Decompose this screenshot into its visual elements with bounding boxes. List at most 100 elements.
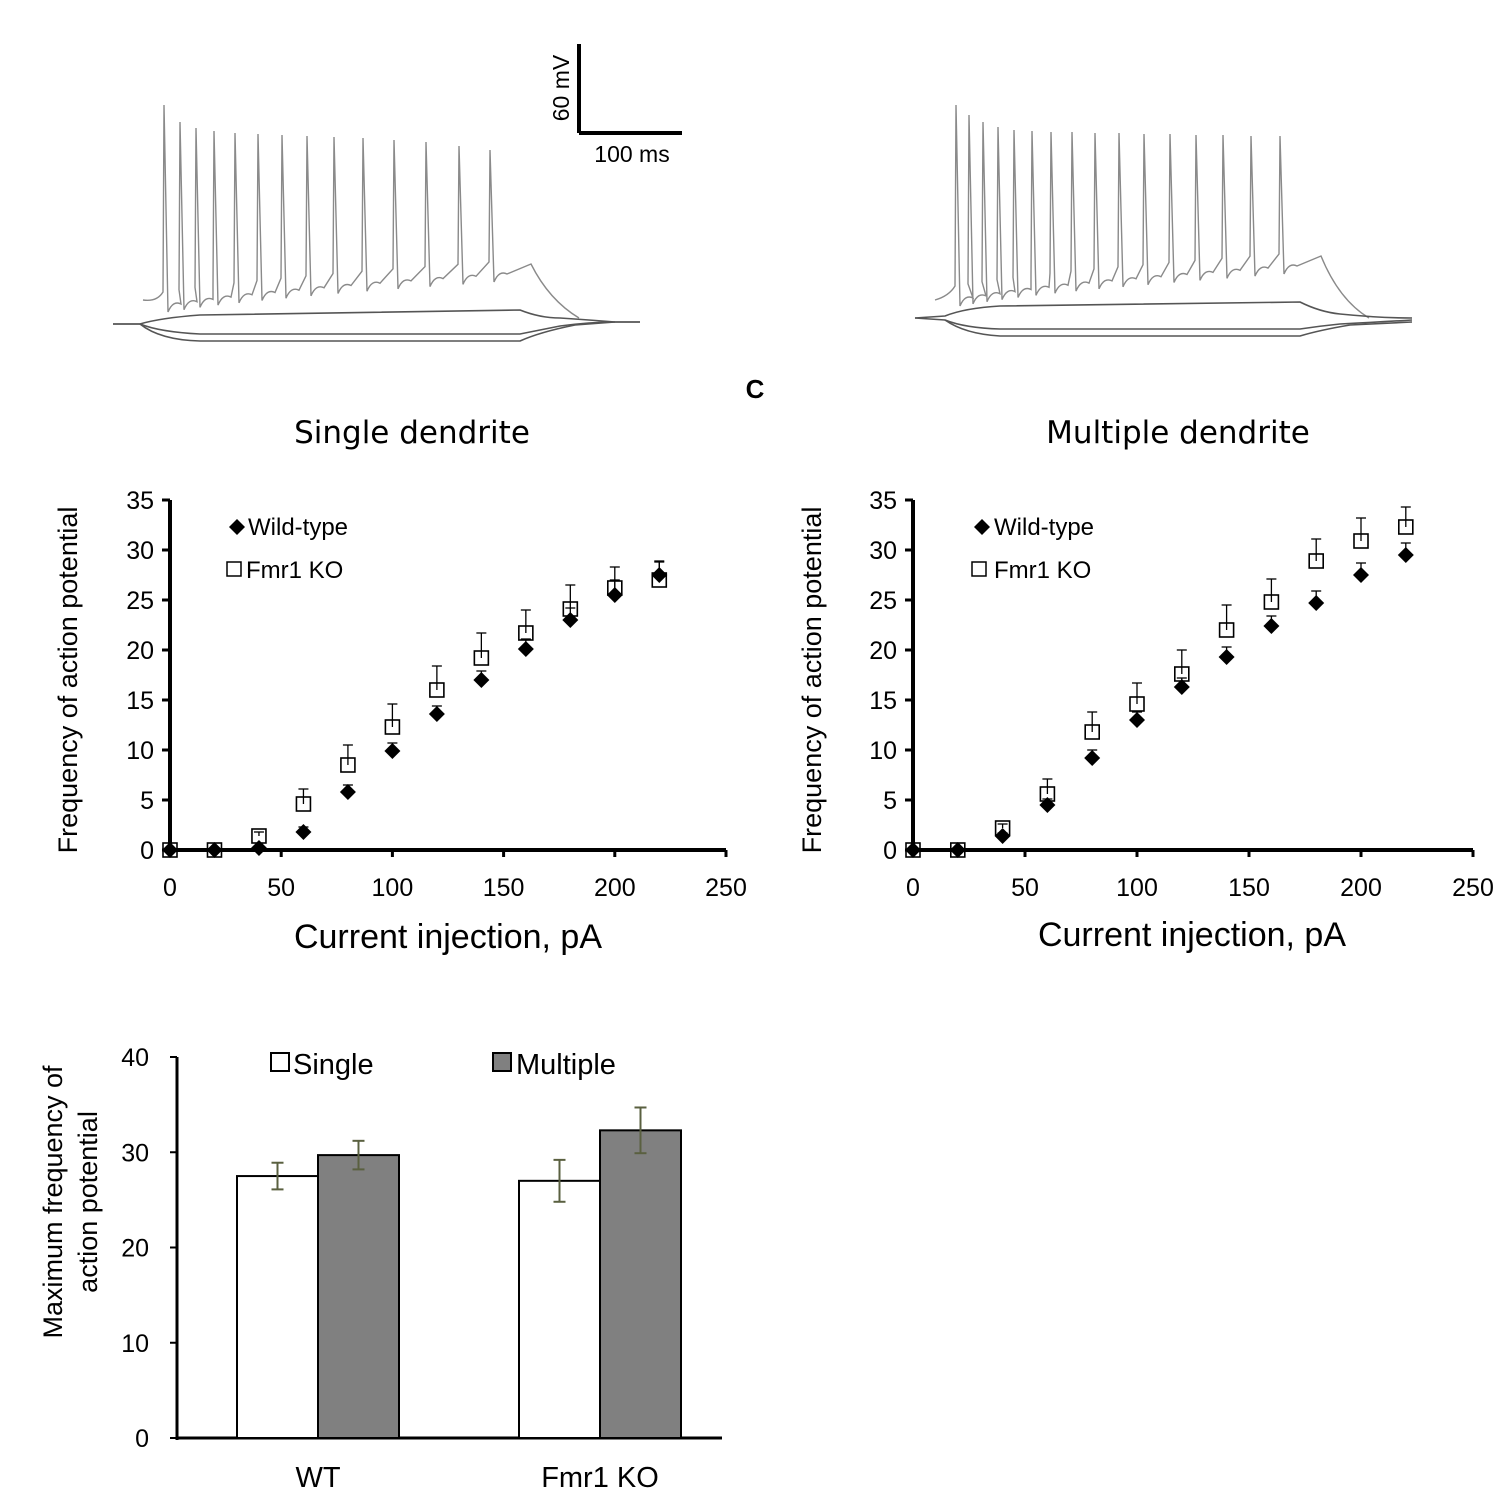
error-bar bbox=[1087, 711, 1098, 732]
legend-diamond-marker bbox=[229, 519, 245, 535]
x-tick-label: 250 bbox=[1452, 874, 1494, 902]
data-point-wild-type bbox=[162, 842, 178, 858]
error-bar bbox=[1176, 649, 1187, 674]
y-tick-label: 0 bbox=[883, 837, 897, 865]
data-point-wild-type bbox=[339, 784, 356, 800]
bar-single bbox=[518, 1179, 601, 1439]
legend-label-fmr1-ko: Fmr1 KO bbox=[246, 557, 343, 584]
y-tick-label: 0 bbox=[140, 837, 154, 865]
error-bar bbox=[565, 584, 576, 609]
data-point-fmr1-ko bbox=[1039, 786, 1056, 802]
y-tick-label: 30 bbox=[869, 537, 897, 565]
data-point-wild-type bbox=[1308, 595, 1325, 611]
data-point-wild-type bbox=[384, 743, 401, 759]
y-tick-label: 15 bbox=[126, 687, 154, 715]
legend-label-multiple: Multiple bbox=[516, 1049, 616, 1081]
bar-single bbox=[236, 1175, 319, 1439]
trace-single-dendrite bbox=[113, 104, 640, 342]
data-point-fmr1-ko bbox=[905, 842, 921, 858]
data-point-fmr1-ko bbox=[651, 572, 668, 588]
x-tick-label: 250 bbox=[705, 874, 747, 902]
data-point-fmr1-ko bbox=[606, 580, 623, 596]
bar-multiple bbox=[317, 1154, 400, 1440]
panel-label: C bbox=[746, 374, 765, 404]
data-point-fmr1-ko bbox=[429, 682, 445, 698]
data-point-fmr1-ko bbox=[1174, 666, 1190, 682]
y-tick-label: 5 bbox=[883, 787, 897, 815]
legend-swatch-multiple bbox=[492, 1052, 512, 1072]
y-axis-title: Frequency of action potential bbox=[53, 507, 83, 854]
x-tick-label: 200 bbox=[594, 874, 636, 902]
error-bar bbox=[271, 1161, 284, 1191]
y-tick-label: 15 bbox=[869, 687, 897, 715]
legend-square-marker bbox=[971, 561, 987, 577]
y-tick-label: 20 bbox=[126, 637, 154, 665]
data-point-wild-type bbox=[1263, 618, 1280, 634]
data-point-wild-type bbox=[1353, 567, 1369, 583]
data-point-fmr1-ko bbox=[1398, 519, 1414, 535]
y-tick-label: 30 bbox=[126, 537, 154, 565]
data-point-fmr1-ko bbox=[1084, 724, 1100, 740]
legend: Single Multiple bbox=[270, 1049, 616, 1081]
data-point-wild-type bbox=[473, 672, 490, 688]
x-axis-title: Current injection, pA bbox=[294, 918, 602, 956]
scale-bar-voltage-label: 60 mV bbox=[548, 54, 574, 121]
y-tick-label: 10 bbox=[869, 737, 897, 765]
y-tick-label: 5 bbox=[140, 787, 154, 815]
x-tick-label: 150 bbox=[483, 874, 525, 902]
data-point-wild-type bbox=[562, 612, 579, 628]
scale-bar-time-label: 100 ms bbox=[594, 141, 669, 167]
data-point-wild-type bbox=[905, 842, 921, 858]
scale-bar: 60 mV 100 ms bbox=[548, 44, 682, 167]
error-bar bbox=[520, 609, 531, 633]
legend: Wild-type Fmr1 KO bbox=[971, 514, 1094, 584]
data-point-fmr1-ko bbox=[340, 757, 356, 773]
data-point-wild-type bbox=[1129, 712, 1145, 728]
error-bar bbox=[431, 665, 442, 690]
error-bar bbox=[634, 1106, 647, 1155]
data-point-wild-type bbox=[1173, 679, 1190, 695]
error-bar bbox=[1266, 578, 1277, 602]
data-point-wild-type bbox=[206, 842, 223, 858]
legend-label-wild-type: Wild-type bbox=[248, 514, 348, 541]
error-bar bbox=[1400, 506, 1411, 527]
y-axis-title: Frequency of action potential bbox=[797, 507, 827, 854]
bar-multiple bbox=[599, 1129, 682, 1440]
chart-title: Multiple dendrite bbox=[1046, 415, 1310, 451]
chart-title: Single dendrite bbox=[294, 415, 530, 451]
data-point-fmr1-ko bbox=[206, 842, 223, 858]
x-axis-title: Current injection, pA bbox=[1038, 916, 1346, 954]
error-bar bbox=[1356, 517, 1366, 541]
y-tick-label: 20 bbox=[121, 1235, 149, 1263]
data-point-wild-type bbox=[1218, 649, 1235, 665]
data-point-fmr1-ko bbox=[994, 820, 1011, 836]
y-tick-label: 40 bbox=[121, 1044, 149, 1072]
chart-multiple-dendrite: Multiple dendrite Frequency of action po… bbox=[797, 415, 1494, 954]
data-point-fmr1-ko bbox=[384, 719, 401, 735]
data-point-wild-type bbox=[1084, 750, 1101, 766]
legend-label-single: Single bbox=[293, 1049, 374, 1081]
error-bar bbox=[997, 823, 1008, 828]
legend-label-wild-type: Wild-type bbox=[994, 514, 1094, 541]
data-point-fmr1-ko bbox=[1218, 622, 1235, 638]
legend-label-fmr1-ko: Fmr1 KO bbox=[994, 557, 1091, 584]
data-point-wild-type bbox=[250, 840, 267, 856]
y-tick-label: 25 bbox=[126, 587, 154, 615]
data-point-fmr1-ko bbox=[1129, 696, 1145, 712]
y-tick-label: 35 bbox=[126, 487, 154, 515]
legend: Wild-type Fmr1 KO bbox=[226, 514, 348, 584]
data-point-fmr1-ko bbox=[562, 601, 579, 617]
x-tick-label: 50 bbox=[1011, 874, 1039, 902]
y-tick-label: 10 bbox=[126, 737, 154, 765]
legend-diamond-marker bbox=[974, 519, 990, 535]
x-category-label: WT bbox=[295, 1462, 340, 1494]
error-bar bbox=[1311, 538, 1322, 561]
data-point-wild-type bbox=[651, 567, 668, 583]
x-tick-label: 200 bbox=[1340, 874, 1382, 902]
y-tick-label: 10 bbox=[121, 1330, 149, 1358]
error-bar bbox=[342, 744, 353, 765]
x-tick-label: 100 bbox=[372, 874, 414, 902]
data-point-fmr1-ko bbox=[162, 842, 178, 858]
error-bar bbox=[1132, 682, 1142, 704]
data-point-fmr1-ko bbox=[518, 625, 534, 641]
